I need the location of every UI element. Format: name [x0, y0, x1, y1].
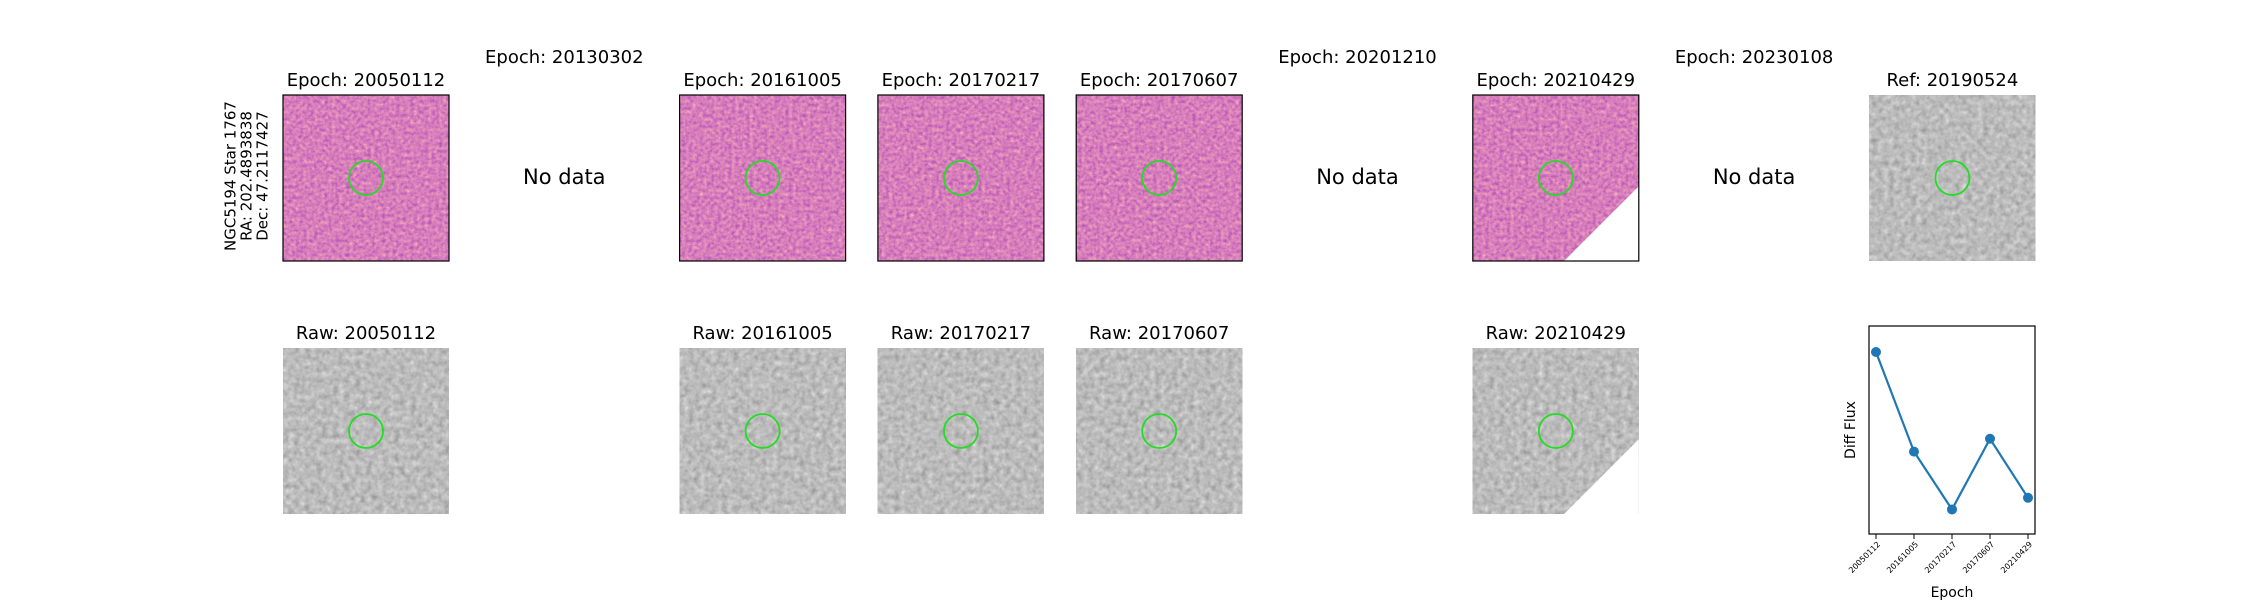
- line: [1874, 351, 2029, 512]
- x-tick-label: 20210429: [1999, 540, 2034, 575]
- target-circle: [1141, 160, 1178, 196]
- image: [1869, 95, 2036, 261]
- panel-title: Epoch: 20210429: [1477, 70, 1636, 91]
- raw-title: Raw: 20170607: [1089, 323, 1229, 344]
- target-circle: [1934, 160, 1971, 196]
- panel-title: Ref: 20190524: [1886, 70, 2018, 91]
- image: [679, 348, 846, 514]
- image-frame: [282, 94, 450, 262]
- x-tick-label: 20170217: [1923, 540, 1958, 575]
- target-circle: [1537, 160, 1574, 196]
- no-data-label: No data: [1316, 165, 1399, 189]
- y-axis-label: Diff Flux: [1843, 401, 1859, 459]
- image: [1076, 95, 1243, 261]
- star-name: NGC5194 Star 1767: [222, 101, 240, 251]
- image: [1076, 348, 1243, 514]
- panel-title: Epoch: 20170607: [1080, 70, 1239, 91]
- raw-title: Raw: 20161005: [692, 323, 832, 344]
- x-tick-label: 20050112: [1847, 540, 1882, 575]
- target-circle: [744, 160, 781, 196]
- point: [2023, 492, 2033, 503]
- x-tick-label: 20170607: [1961, 540, 1996, 575]
- image: [283, 348, 449, 514]
- image: [877, 348, 1044, 514]
- x-tick-label: 20161005: [1885, 540, 1920, 575]
- masked-area: [1564, 186, 1639, 261]
- image: [877, 95, 1044, 261]
- point: [1909, 446, 1919, 457]
- plot-frame: [1868, 325, 2036, 535]
- target-circle: [943, 160, 979, 196]
- target-circle: [1537, 413, 1574, 449]
- no-data-label: No data: [1713, 165, 1796, 189]
- no-data-label: No data: [523, 165, 606, 189]
- panel-title: Epoch: 20201210: [1278, 47, 1437, 68]
- point: [1947, 504, 1957, 515]
- target-circle: [1141, 413, 1178, 449]
- point: [1871, 347, 1881, 357]
- image-frame: [678, 94, 847, 262]
- image-frame: [1472, 94, 1640, 262]
- image: [679, 95, 846, 261]
- target-circle: [943, 413, 979, 449]
- image: [283, 95, 449, 261]
- masked-area: [1564, 439, 1639, 514]
- panel-title: Epoch: 20050112: [287, 70, 446, 91]
- panel-title: Epoch: 20161005: [683, 70, 842, 91]
- panel-title: Epoch: 20170217: [882, 70, 1041, 91]
- star-dec: Dec: 47.2117427: [254, 111, 272, 241]
- x-axis-label: Epoch: [1931, 585, 1974, 600]
- panel-title: Epoch: 20230108: [1675, 47, 1834, 68]
- point: [1985, 433, 1995, 444]
- image-frame: [877, 94, 1045, 262]
- panel-title: Epoch: 20130302: [485, 47, 644, 68]
- raw-title: Raw: 20050112: [296, 323, 436, 344]
- target-circle: [348, 160, 384, 196]
- target-circle: [744, 413, 781, 449]
- raw-title: Raw: 20170217: [891, 323, 1031, 344]
- image-frame: [1075, 94, 1243, 262]
- raw-title: Raw: 20210429: [1486, 323, 1626, 344]
- star-ra: RA: 202.4893838: [238, 111, 256, 241]
- target-circle: [348, 413, 384, 449]
